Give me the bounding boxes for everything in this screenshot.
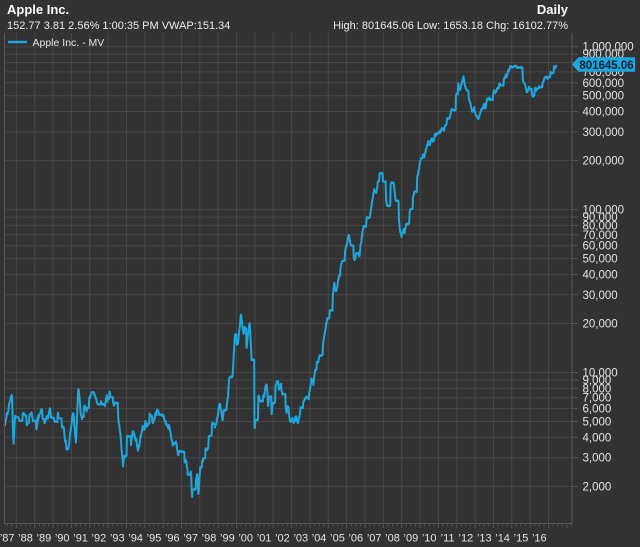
svg-text:’15: ’15 (514, 533, 529, 545)
svg-text:’12: ’12 (459, 533, 474, 545)
svg-text:’93: ’93 (110, 533, 125, 545)
svg-text:400,000: 400,000 (583, 107, 625, 119)
svg-text:’01: ’01 (257, 533, 272, 545)
svg-text:’02: ’02 (275, 533, 290, 545)
svg-text:’96: ’96 (165, 533, 180, 545)
svg-text:600,000: 600,000 (583, 78, 625, 90)
svg-text:’11: ’11 (441, 533, 455, 545)
svg-text:10,000: 10,000 (583, 368, 618, 380)
svg-text:’04: ’04 (312, 533, 327, 545)
svg-text:8,000: 8,000 (583, 383, 612, 395)
svg-text:4,000: 4,000 (583, 432, 612, 444)
svg-text:80,000: 80,000 (583, 220, 618, 232)
svg-text:6,000: 6,000 (583, 404, 612, 416)
svg-text:90,000: 90,000 (583, 212, 618, 224)
svg-text:200,000: 200,000 (583, 156, 625, 168)
svg-text:801645.06: 801645.06 (579, 60, 633, 72)
svg-text:’14: ’14 (495, 533, 510, 545)
svg-text:’13: ’13 (477, 533, 492, 545)
svg-text:’94: ’94 (128, 533, 143, 545)
svg-text:100,000: 100,000 (583, 205, 625, 217)
svg-text:60,000: 60,000 (583, 241, 618, 253)
svg-text:’95: ’95 (147, 533, 162, 545)
svg-text:’97: ’97 (183, 533, 198, 545)
svg-text:70,000: 70,000 (583, 230, 618, 242)
svg-text:’06: ’06 (348, 533, 363, 545)
svg-text:9,000: 9,000 (583, 375, 612, 387)
svg-text:’09: ’09 (404, 533, 419, 545)
svg-text:50,000: 50,000 (583, 254, 618, 266)
svg-text:’99: ’99 (220, 533, 235, 545)
svg-text:’89: ’89 (37, 533, 52, 545)
svg-text:’00: ’00 (238, 533, 253, 545)
svg-text:2,000: 2,000 (583, 481, 612, 493)
svg-text:3,000: 3,000 (583, 453, 612, 465)
svg-text:’88: ’88 (18, 533, 33, 545)
svg-text:’87: ’87 (0, 533, 15, 545)
svg-text:40,000: 40,000 (583, 269, 618, 281)
svg-text:5,000: 5,000 (583, 417, 612, 429)
svg-text:Apple Inc. - MV: Apple Inc. - MV (33, 37, 105, 49)
svg-text:’16: ’16 (532, 533, 547, 545)
svg-text:’90: ’90 (55, 533, 70, 545)
svg-text:’10: ’10 (422, 533, 437, 545)
svg-text:’92: ’92 (92, 533, 107, 545)
svg-text:300,000: 300,000 (583, 127, 625, 139)
svg-text:’98: ’98 (202, 533, 217, 545)
svg-text:30,000: 30,000 (583, 290, 618, 302)
svg-text:1,000,000: 1,000,000 (583, 42, 634, 54)
svg-text:’07: ’07 (367, 533, 382, 545)
svg-text:’08: ’08 (385, 533, 400, 545)
svg-text:’91: ’91 (73, 533, 88, 545)
svg-text:500,000: 500,000 (583, 91, 625, 103)
svg-text:7,000: 7,000 (583, 393, 612, 405)
svg-text:20,000: 20,000 (583, 319, 618, 331)
svg-text:’03: ’03 (293, 533, 308, 545)
svg-text:’05: ’05 (330, 533, 345, 545)
